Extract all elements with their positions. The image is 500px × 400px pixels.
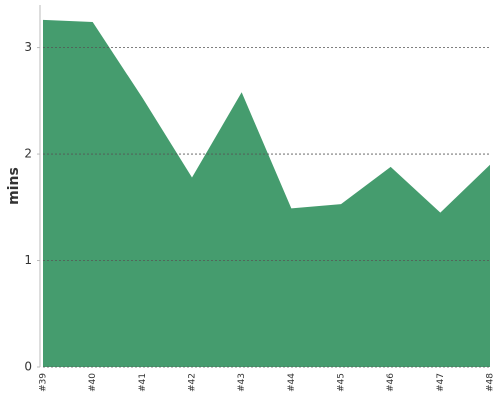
x-tick-label: #41 xyxy=(138,373,148,392)
x-tick-label: #43 xyxy=(237,373,247,392)
x-tick-label: #47 xyxy=(436,373,446,392)
x-tick-label: #39 xyxy=(39,373,49,392)
y-tick-label: 2 xyxy=(24,147,32,161)
x-tick-label: #44 xyxy=(287,373,297,392)
y-tick-label: 0 xyxy=(24,360,32,374)
y-axis-label: mins xyxy=(6,167,22,205)
y-tick-label: 1 xyxy=(24,253,32,267)
x-tick-label: #48 xyxy=(486,373,496,392)
x-tick-label: #42 xyxy=(188,373,198,392)
x-tick-label: #46 xyxy=(386,373,396,392)
y-tick-label: 3 xyxy=(24,40,32,54)
x-tick-label: #40 xyxy=(88,373,98,392)
x-tick-label: #45 xyxy=(337,373,347,392)
area xyxy=(43,19,490,367)
